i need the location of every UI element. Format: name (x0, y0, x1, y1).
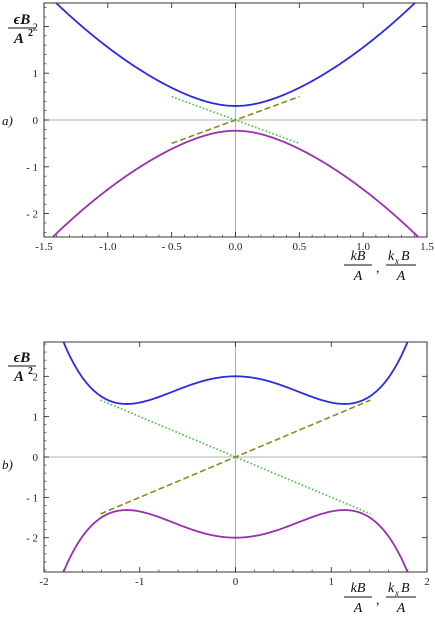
series-dashed-line (171, 95, 300, 145)
y-tick-label: 1 (33, 68, 39, 80)
y-tick-label: - 2 (26, 209, 38, 221)
y-label-denominator: A (13, 369, 24, 385)
y-tick-label: - 2 (26, 533, 38, 545)
x-label-separator: , (376, 261, 380, 276)
y-label-denominator-exponent: 2 (28, 28, 33, 39)
y-label-denominator-exponent: 2 (28, 366, 33, 377)
y-tick-label: - 1 (26, 492, 38, 504)
y-tick-label: - 1 (26, 162, 38, 174)
x-label-separator: , (376, 593, 380, 608)
y-tick-label: 2 (33, 371, 39, 383)
y-label-numerator: ϵB (14, 12, 30, 28)
x-axis-label: kBA,k x BA (344, 581, 416, 616)
y-tick-label: 0 (33, 452, 39, 464)
x-tick-label: 1.5 (420, 241, 434, 253)
series-dashed-line (100, 399, 371, 515)
x-tick-label: 1.0 (356, 241, 370, 253)
y-label-denominator: A (13, 31, 24, 47)
x-tick-label: - 0.5 (162, 241, 183, 253)
x-label-1-numerator: kB (351, 249, 366, 264)
x-label-1-denominator: A (353, 601, 363, 616)
panel-label: a) (2, 113, 13, 128)
series-lower-line (62, 509, 409, 572)
x-label-2-numerator-B: B (401, 249, 410, 264)
x-label-2-denominator: A (396, 601, 406, 616)
x-tick-label: -2 (39, 576, 48, 588)
series-dotted-line (100, 399, 371, 515)
series-upper-line (54, 3, 417, 107)
x-label-2-subscript: x (394, 256, 399, 266)
panel-label: b) (2, 457, 13, 472)
y-tick-label: 1 (33, 412, 39, 424)
x-tick-label: 0 (233, 576, 239, 588)
x-tick-label: 0.5 (292, 241, 306, 253)
y-tick-label: 0 (33, 115, 39, 127)
y-axis-label: ϵB A 2 (8, 12, 36, 47)
y-tick-label: 2 (33, 21, 39, 33)
x-label-2-numerator-k: k (388, 581, 395, 596)
series-lower-line (51, 129, 420, 237)
x-tick-label: 1 (329, 576, 335, 588)
x-tick-label: -1 (135, 576, 144, 588)
y-label-numerator: ϵB (14, 350, 30, 366)
x-label-2-numerator-B: B (401, 581, 410, 596)
x-label-1-numerator: kB (351, 581, 366, 596)
x-label-2-numerator-k: k (388, 249, 395, 264)
x-label-2-subscript: x (394, 588, 399, 598)
x-axis-label: kBA,k x BA (344, 249, 416, 284)
x-tick-label: -1.5 (35, 241, 53, 253)
x-tick-label: 0.0 (229, 241, 243, 253)
series-upper-line (62, 342, 409, 405)
y-axis-label: ϵB A 2 (8, 350, 36, 385)
x-label-2-denominator: A (396, 269, 406, 284)
x-label-1-denominator: A (353, 269, 363, 284)
x-tick-label: 2 (424, 576, 430, 588)
x-tick-label: -1.0 (99, 241, 117, 253)
